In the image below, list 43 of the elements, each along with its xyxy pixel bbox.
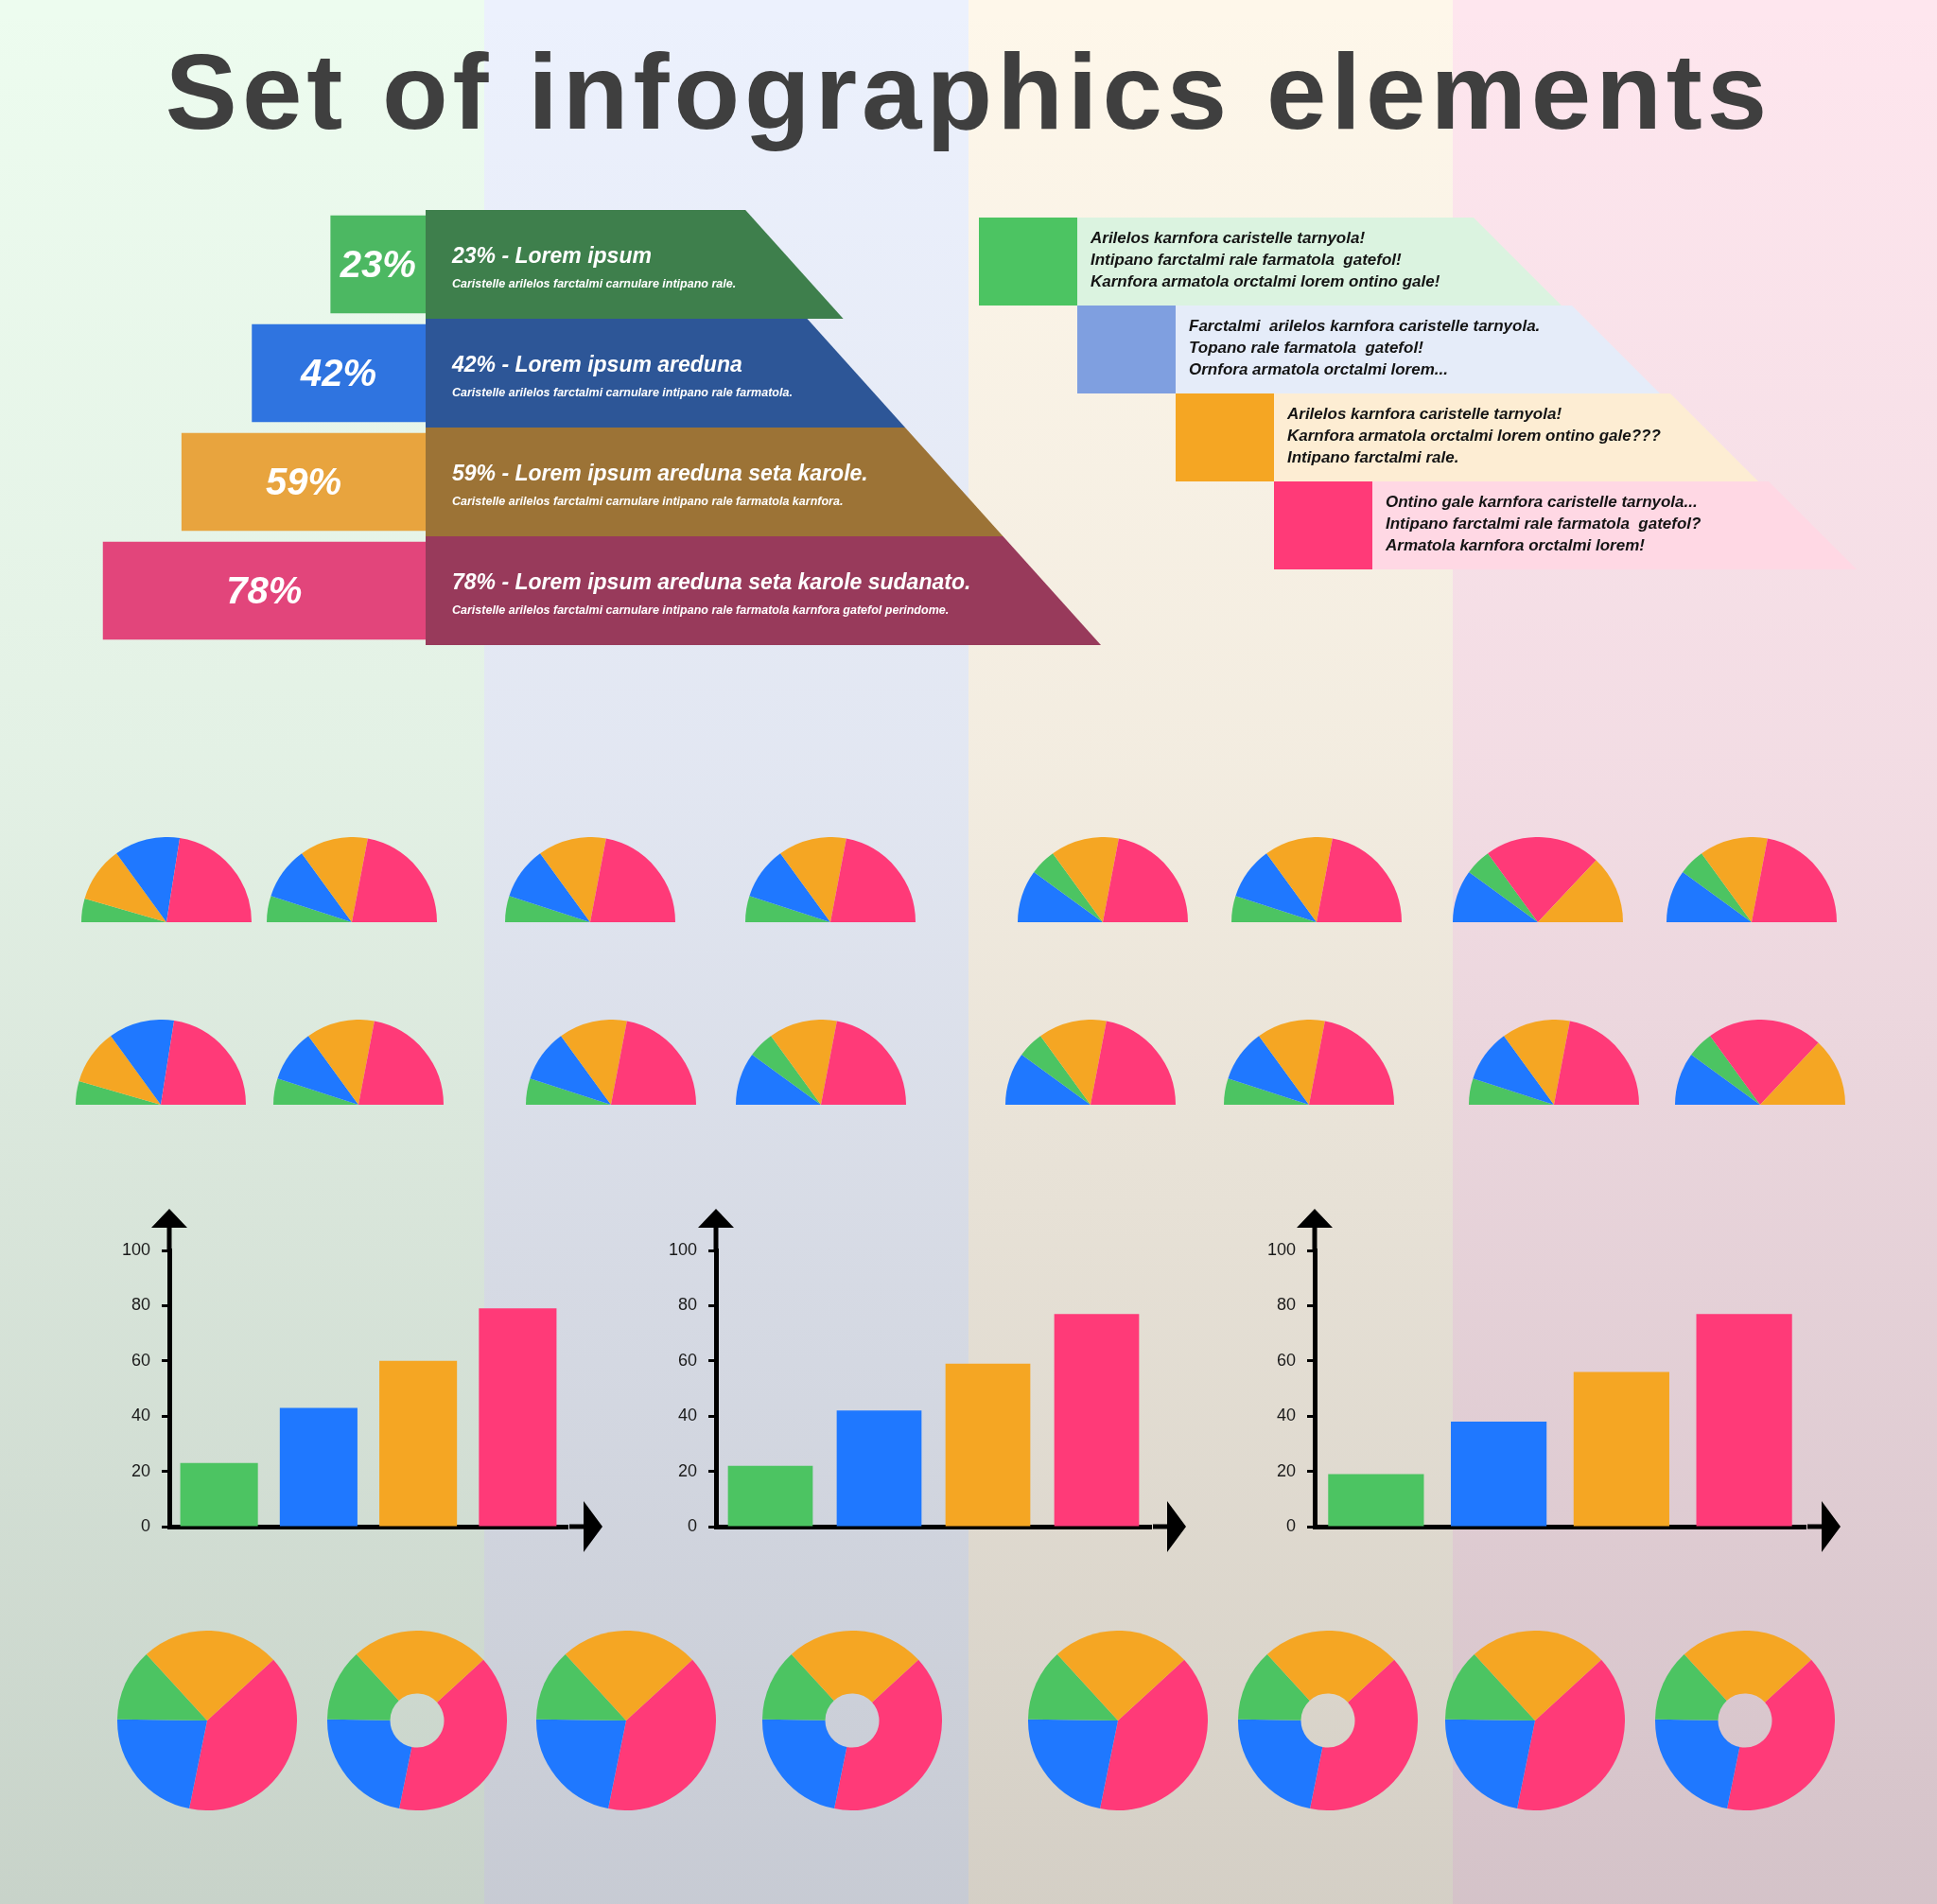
y-tick-label: 0: [140, 1515, 150, 1535]
y-tick-label: 40: [131, 1406, 150, 1425]
data-label: 23%: [339, 242, 416, 285]
text: Intipano farctalmi rale.: [1287, 448, 1459, 466]
data-label: 78%: [226, 568, 303, 611]
y-tick-label: 40: [1276, 1406, 1296, 1425]
y-tick-label: 78% - Lorem ipsum areduna seta karole sudanato.: [452, 568, 971, 594]
y-tick-label: 100: [121, 1239, 150, 1259]
y-tick-label: 80: [1276, 1295, 1296, 1315]
text: Karnfora armatola orctalmi lorem ontino gale???: [1287, 427, 1662, 445]
text: Arilelos karnfora caristelle tarnyola!: [1286, 405, 1562, 423]
y-tick-label: 60: [131, 1350, 150, 1370]
y-tick-label: 23% - Lorem ipsum: [451, 242, 652, 268]
text: Intipano farctalmi rale farmatola gatefol?: [1386, 515, 1702, 533]
y-tick-label: 0: [1285, 1515, 1296, 1535]
text: Karnfora armatola orctalmi lorem ontino gale!: [1091, 272, 1440, 290]
data-label: 59%: [265, 460, 341, 502]
y-tick-label: 100: [668, 1239, 697, 1259]
text: Armatola karnfora orctalmi lorem!: [1385, 536, 1646, 554]
y-tick-label: 20: [677, 1460, 697, 1480]
text: Ontino gale karnfora caristelle tarnyola...: [1386, 493, 1698, 511]
y-tick-label: 80: [677, 1295, 697, 1315]
text: Set of infographics elements: [165, 31, 1772, 151]
text: Intipano farctalmi rale farmatola gatefol!: [1091, 251, 1403, 269]
y-tick-label: 80: [131, 1295, 150, 1315]
data-label: 42%: [300, 351, 377, 393]
text: Topano rale farmatola gatefol!: [1189, 339, 1424, 357]
text: Caristelle arilelos farctalmi carnulare intipano rale.: [452, 276, 737, 290]
text: Caristelle arilelos farctalmi carnulare intipano rale farmatola karnfora gatefol perindome.: [452, 603, 950, 617]
text: Caristelle arilelos farctalmi carnulare intipano rale farmatola.: [452, 385, 793, 399]
y-tick-label: 20: [131, 1460, 150, 1480]
y-tick-label: 40: [677, 1406, 697, 1425]
y-tick-label: 60: [677, 1350, 697, 1370]
text: Ornfora armatola orctalmi lorem...: [1189, 360, 1448, 378]
y-tick-label: 100: [1266, 1239, 1296, 1259]
y-tick-label: 60: [1276, 1350, 1296, 1370]
text: Arilelos karnfora caristelle tarnyola!: [1090, 229, 1366, 247]
y-tick-label: 42% - Lorem ipsum areduna: [451, 351, 742, 376]
y-tick-label: 20: [1276, 1460, 1296, 1480]
text: Farctalmi arilelos karnfora caristelle tarnyola.: [1189, 317, 1541, 335]
y-tick-label: 59% - Lorem ipsum areduna seta karole.: [452, 460, 868, 485]
y-tick-label: 0: [687, 1515, 697, 1535]
text: Caristelle arilelos farctalmi carnulare intipano rale farmatola karnfora.: [452, 494, 844, 508]
